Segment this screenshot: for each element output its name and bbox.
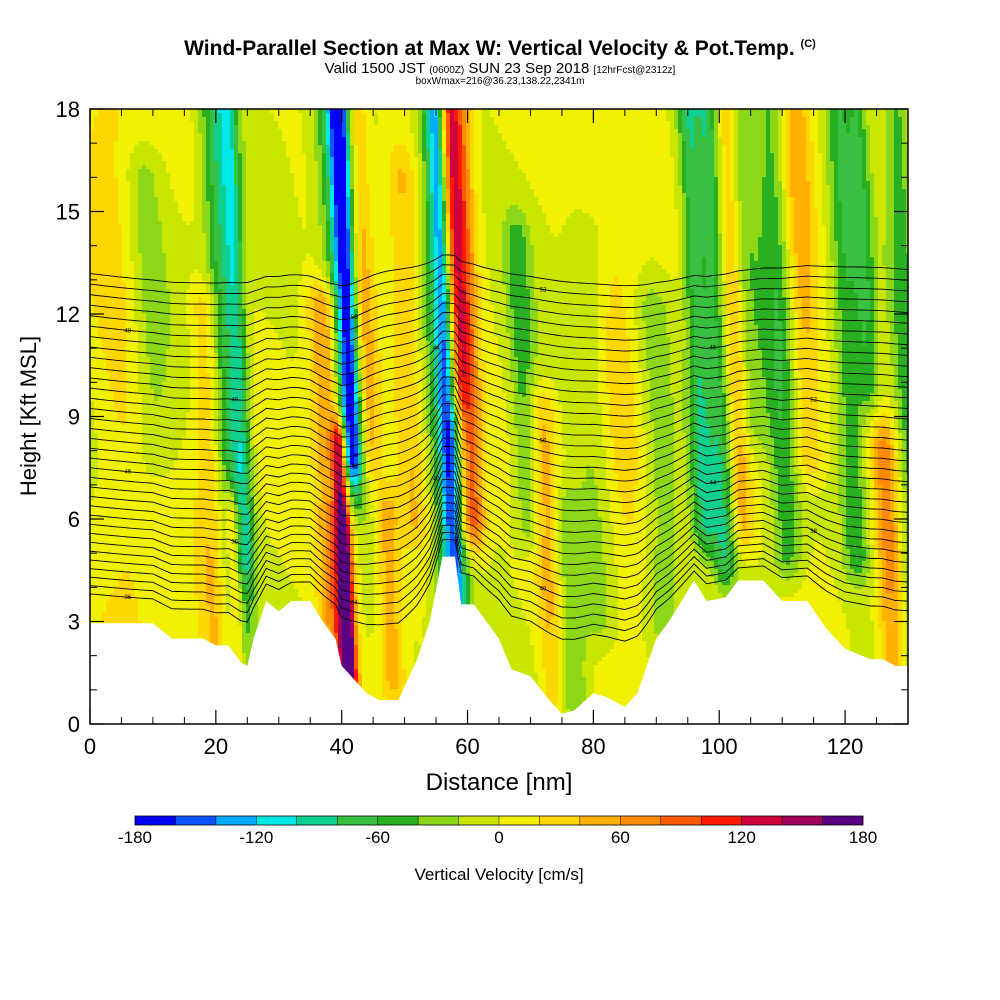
contour-label: 50 [540, 439, 547, 445]
colorbar-segment [297, 816, 338, 825]
contour-label: 40 [540, 586, 547, 592]
contour-label: 44 [710, 481, 717, 487]
colorbar-tick-label: 60 [611, 828, 630, 847]
y-tick-label: 12 [56, 302, 80, 327]
colorbar-segment [823, 816, 864, 825]
colorbar-segment [782, 816, 823, 825]
colorbar-tick-label: 120 [727, 828, 755, 847]
contour-label: 52 [540, 288, 547, 294]
colorbar-segment [378, 816, 419, 825]
colorbar-segment [175, 816, 216, 825]
colorbar-segment [337, 816, 378, 825]
contour-label: 38 [810, 529, 817, 535]
x-tick-label: 80 [581, 734, 605, 759]
contour-label: 36 [231, 540, 238, 546]
colorbar-tick-label: 0 [494, 828, 503, 847]
colorbar-segment [539, 816, 580, 825]
y-tick-label: 9 [68, 405, 80, 430]
x-axis-label: Distance [nm] [426, 769, 573, 796]
contour-label: 50 [351, 315, 358, 321]
contour-label: 44 [433, 346, 440, 352]
y-tick-label: 6 [68, 507, 80, 532]
colorbar-label: Vertical Velocity [cm/s] [414, 865, 583, 884]
contour-label: 40 [433, 477, 440, 483]
colorbar-segment [742, 816, 783, 825]
colorbar-tick-label: -180 [118, 828, 152, 847]
contour-label: 46 [124, 470, 131, 476]
y-tick-label: 15 [56, 200, 80, 225]
colorbar-segment [256, 816, 297, 825]
contour-label: 48 [124, 328, 131, 334]
colorbar-segment [701, 816, 742, 825]
colorbar-segment [418, 816, 459, 825]
colorbar-segment [216, 816, 257, 825]
contour-label: 36 [124, 595, 131, 601]
contour-label: 34 [351, 600, 358, 606]
colorbar: -180 -120 -60 0 60 120 180 [118, 816, 877, 847]
contour-label: 40 [231, 398, 238, 404]
x-tick-label: 0 [84, 734, 96, 759]
contour-label: 46 [710, 346, 717, 352]
colorbar-segment [580, 816, 621, 825]
x-tick-label: 60 [455, 734, 479, 759]
y-tick-label: 0 [68, 712, 80, 737]
colorbar-tick-label: 180 [849, 828, 877, 847]
colorbar-segment [499, 816, 540, 825]
colorbar-segment [135, 816, 176, 825]
y-tick-label: 3 [68, 610, 80, 635]
x-tick-label: 40 [329, 734, 353, 759]
y-tick-label: 18 [56, 97, 80, 122]
y-axis-label: Height [Kft MSL] [16, 336, 41, 496]
colorbar-tick-label: -60 [365, 828, 390, 847]
x-tick-label: 20 [204, 734, 228, 759]
contour-label: 48 [351, 464, 358, 470]
colorbar-segment [661, 816, 702, 825]
x-tick-label: 120 [827, 734, 864, 759]
colorbar-segment [459, 816, 500, 825]
x-tick-label: 100 [701, 734, 738, 759]
colorbar-tick-label: -120 [239, 828, 273, 847]
colorbar-segment [620, 816, 661, 825]
contour-label: 52 [810, 398, 817, 404]
